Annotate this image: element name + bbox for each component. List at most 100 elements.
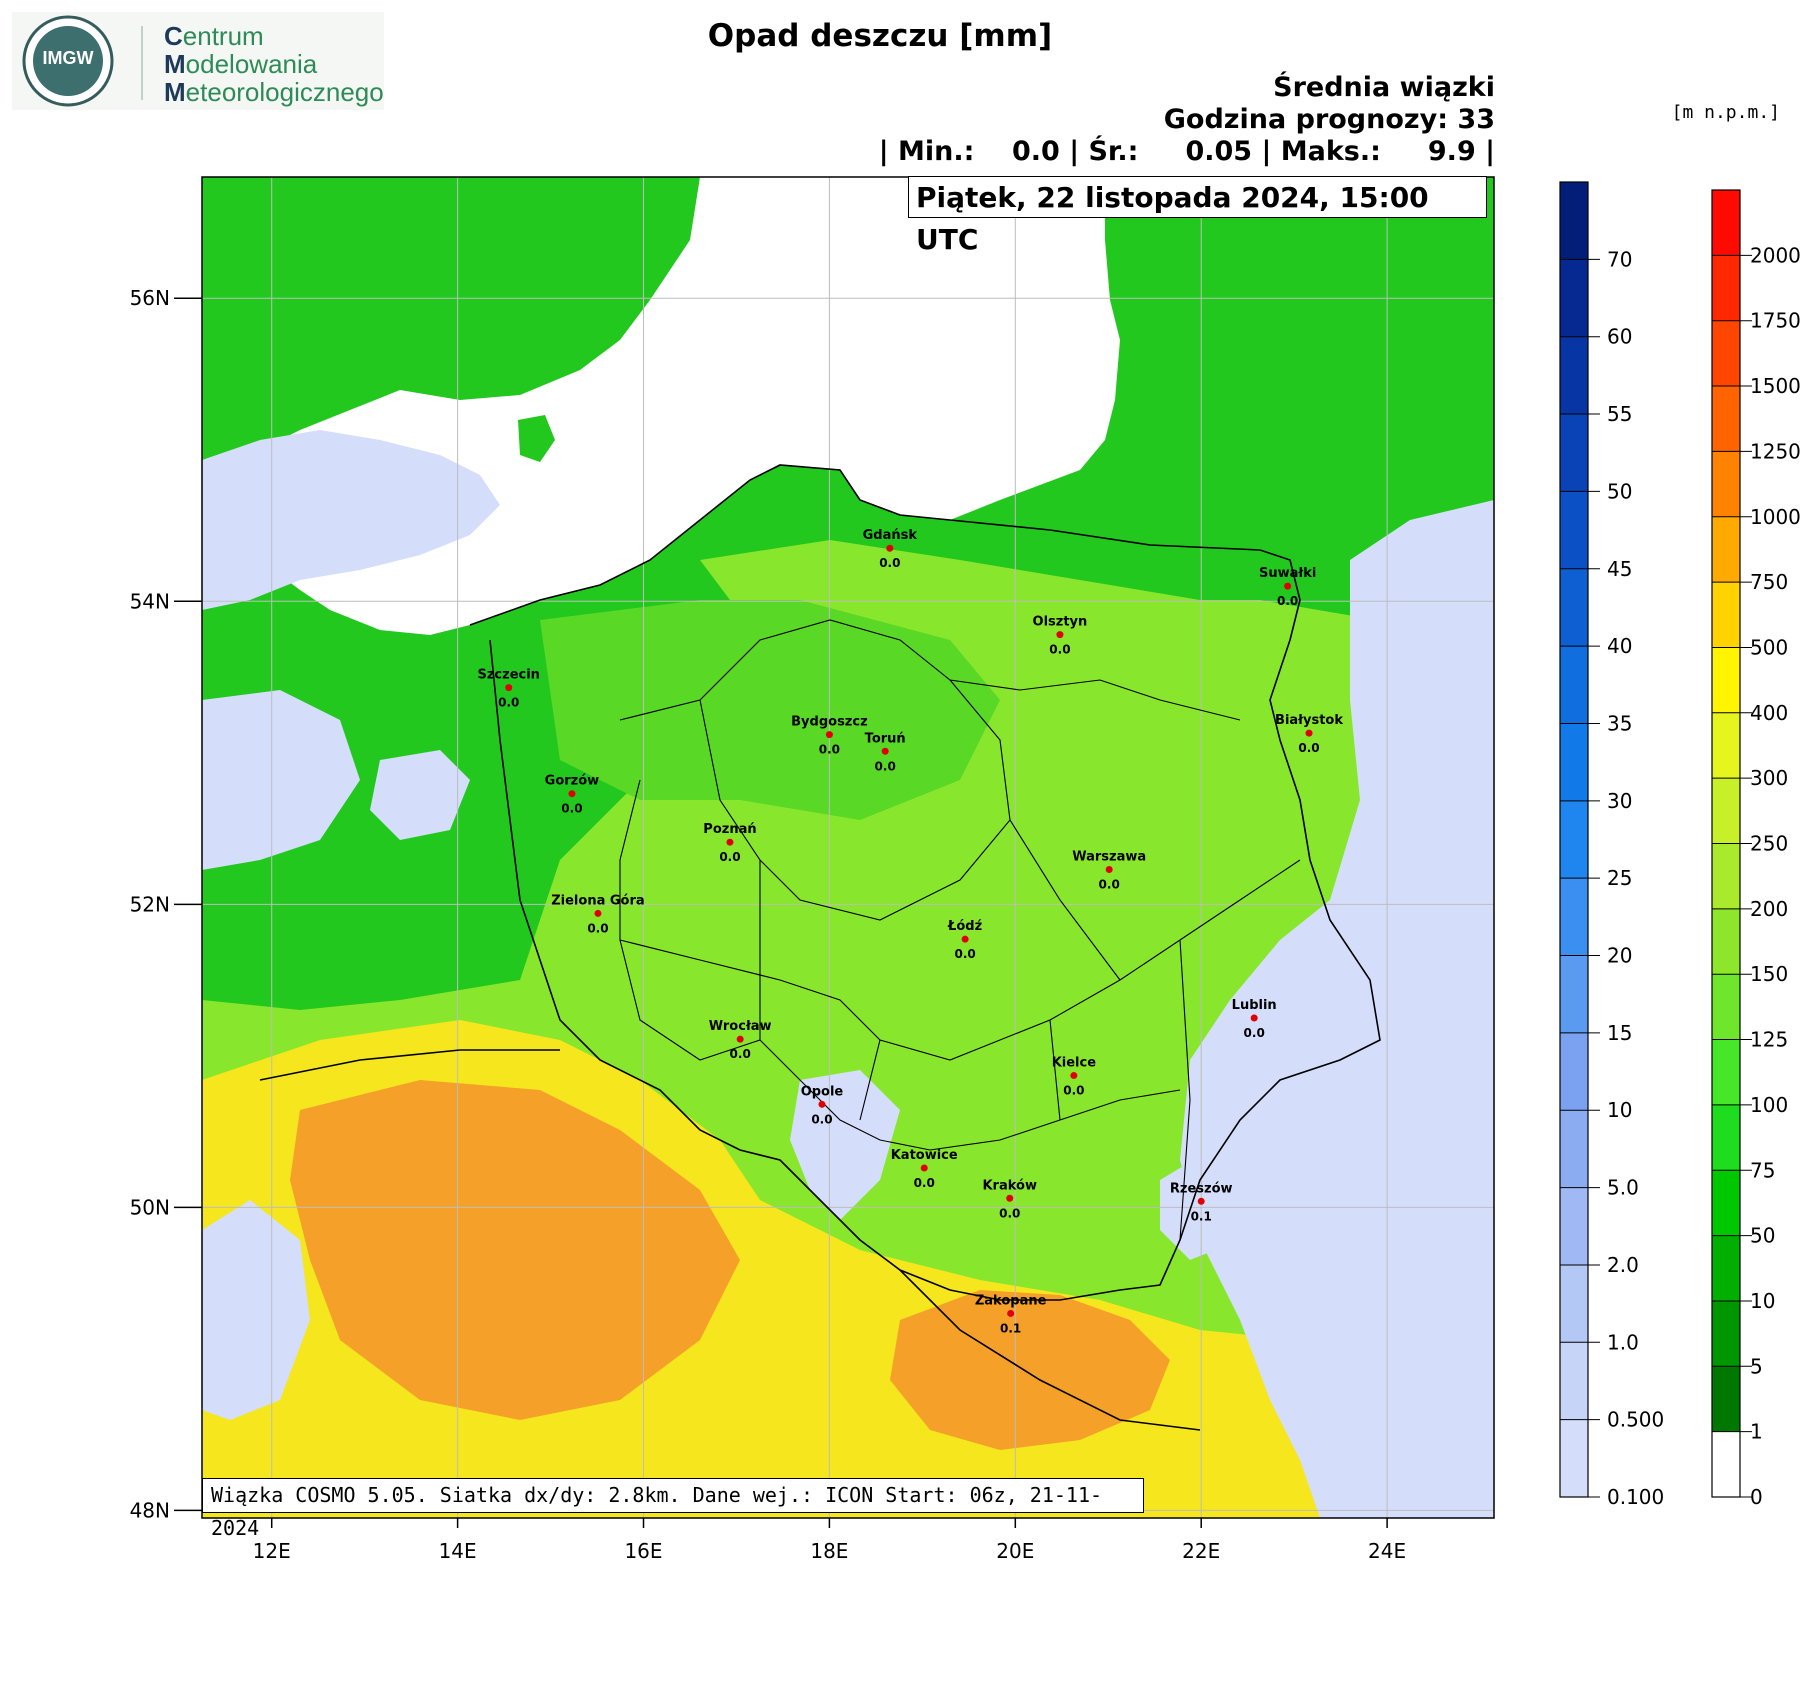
lat-tick-label: 48N (130, 1498, 170, 1522)
city-dot (886, 544, 894, 552)
city-dot (1250, 1014, 1258, 1022)
kaliningrad-border (949, 519, 1261, 551)
bohemian-mountains (290, 1080, 740, 1420)
city-name: Olsztyn (1033, 615, 1088, 630)
city-dot (1007, 1309, 1015, 1317)
legend-label: 300 (1750, 766, 1788, 790)
legend-label: 200 (1750, 897, 1788, 921)
legend-swatch (1712, 255, 1740, 321)
city-name: Opole (801, 1084, 844, 1099)
legend-swatch (1560, 800, 1588, 879)
city-value: 0.0 (587, 921, 608, 935)
legend-label: 400 (1750, 701, 1788, 725)
city-name: Zakopane (975, 1293, 1047, 1308)
city-dot (1284, 582, 1292, 590)
lat-tick-label: 54N (130, 589, 170, 613)
logo-badge: IMGW (42, 48, 94, 68)
legend-swatch (1560, 1264, 1588, 1343)
legend-swatch (1712, 1235, 1740, 1301)
city-name: Szczecin (478, 668, 540, 683)
legend-label: 40 (1607, 634, 1632, 658)
lon-tick-label: 16E (624, 1539, 662, 1563)
legend-swatch (1712, 778, 1740, 844)
legend-label: 2.0 (1607, 1253, 1639, 1277)
legend-label: 0.500 (1607, 1408, 1664, 1432)
city-dot (920, 1164, 928, 1172)
map-axes: 12E 14E 16E 18E 20E 22E 24E 56N 54N 52N 50N 48N (130, 286, 1407, 1563)
czech-slovak-border (259, 1049, 1201, 1431)
city-name: Lublin (1232, 998, 1277, 1013)
legend-swatch (1712, 712, 1740, 779)
pomerania-lakeland (540, 600, 1000, 820)
legend-label: 125 (1750, 1028, 1788, 1052)
city-value: 0.0 (730, 1047, 751, 1061)
legend-label: 10 (1750, 1289, 1775, 1313)
legend-swatch (1712, 386, 1740, 452)
elevation-unit: [m n.p.m.] (1671, 102, 1780, 123)
city-value: 0.0 (879, 556, 900, 570)
legend-swatch (1712, 1431, 1740, 1497)
legend-swatch (1560, 1419, 1588, 1497)
legend-swatch (1712, 647, 1740, 713)
map-frame (201, 176, 1495, 1519)
rain-area-germany (202, 690, 360, 870)
rain-area-czech (202, 1200, 310, 1420)
legend-label: 20 (1607, 944, 1632, 968)
legend-swatch (1560, 182, 1588, 260)
city-value: 0.0 (1244, 1026, 1265, 1040)
city-value: 0.0 (1063, 1084, 1084, 1098)
rain-area-west-coast (202, 430, 500, 610)
city-value: 0.0 (914, 1176, 935, 1190)
legend-swatch (1712, 582, 1740, 648)
model-info: Wiązka COSMO 5.05. Siatka dx/dy: 2.8km. … (202, 1478, 1144, 1540)
lon-tick-label: 20E (996, 1539, 1034, 1563)
bornholm-island (518, 415, 555, 462)
grid-lines (202, 177, 1494, 1518)
legend-label: 55 (1607, 402, 1632, 426)
forecast-hour: Godzina prognozy: 33 (1163, 104, 1495, 135)
rain-area-silesia (790, 1070, 900, 1220)
legend-label: 15 (1607, 1021, 1632, 1045)
legend-swatch (1560, 568, 1588, 647)
legend-swatch (1560, 1187, 1588, 1265)
lon-tick-label: 14E (439, 1539, 477, 1563)
city-name: Rzeszów (1170, 1181, 1233, 1196)
city-dot (1197, 1197, 1205, 1205)
legend-swatch (1560, 1342, 1588, 1420)
legend-swatch (1712, 1104, 1740, 1171)
legend-swatch (1712, 974, 1740, 1040)
city-value: 0.1 (1000, 1321, 1021, 1335)
precipitation-legend: 0.100 0.500 1.0 2.0 5.0 10 15 20 25 30 35 40 45 50 55 6… (1559, 181, 1664, 1509)
city-dot (818, 1100, 826, 1108)
city-name: Kielce (1052, 1056, 1097, 1071)
legend-swatch (1712, 1170, 1740, 1236)
legend-label: 150 (1750, 962, 1788, 986)
city-dot (726, 838, 734, 846)
lon-tick-label: 22E (1182, 1539, 1220, 1563)
legend-label: 35 (1607, 711, 1632, 735)
lon-tick-label: 24E (1368, 1539, 1406, 1563)
legend-label: 100 (1750, 1093, 1788, 1117)
legend-swatch (1560, 955, 1588, 1033)
city-dot (1006, 1194, 1014, 1202)
polish-coastline (469, 464, 951, 626)
legend-label: 1250 (1750, 439, 1800, 463)
legend-swatch (1560, 259, 1588, 337)
legend-swatch (1712, 516, 1740, 583)
sweden-land (202, 177, 700, 475)
legend-swatch (1560, 414, 1588, 492)
poland-border (489, 549, 1381, 1301)
legend-label: 500 (1750, 635, 1788, 659)
city-dot (505, 684, 513, 692)
city-dot (736, 1035, 744, 1043)
city-value: 0.0 (875, 759, 896, 773)
legend-label: 0.100 (1607, 1485, 1664, 1509)
statistics-line: | Min.: 0.0 | Śr.: 0.05 | Maks.: 9.9 | (878, 136, 1495, 167)
legend-label: 1500 (1750, 374, 1800, 398)
legend-swatch (1560, 646, 1588, 724)
city-value: 0.0 (999, 1206, 1020, 1220)
elevation-legend: 0 1 5 10 50 75 100 125 150 200 250 300 400 500 750 1000… (1711, 189, 1800, 1509)
logo-org-line-2: Modelowania (164, 49, 318, 79)
city-value: 0.0 (811, 1112, 832, 1126)
